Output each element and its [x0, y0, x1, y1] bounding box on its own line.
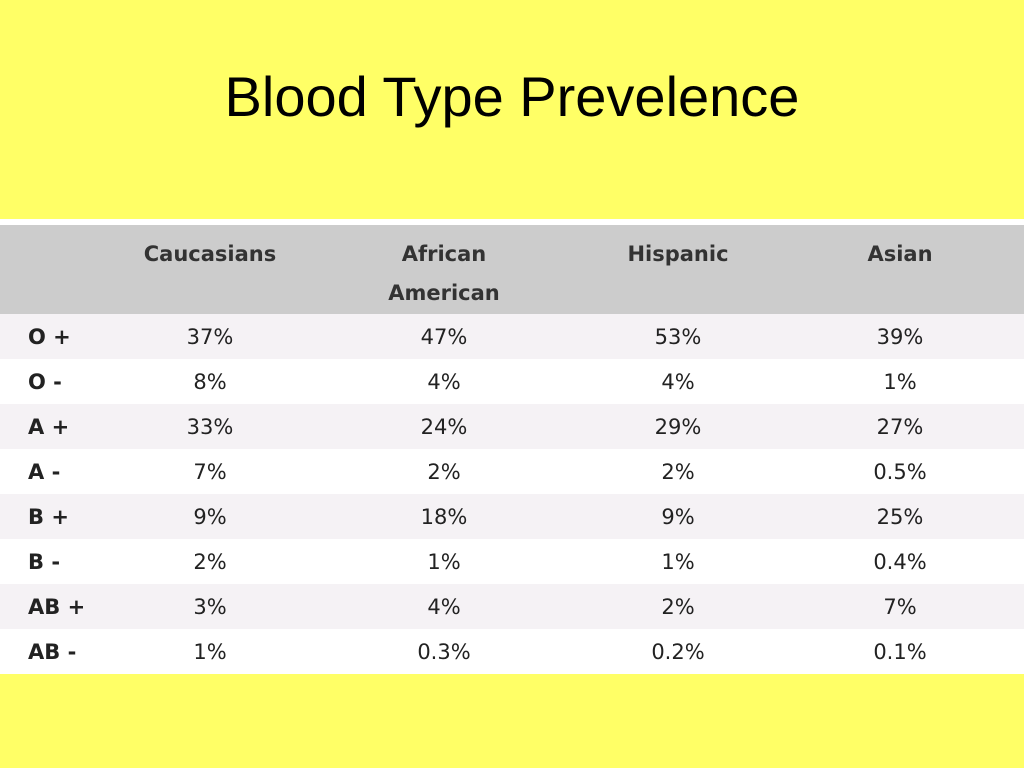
percentage-cell: 0.1% [873, 639, 927, 664]
table-row: A + 33% 24% 29% 27% [0, 404, 1024, 449]
percentage-cell: 2% [661, 594, 695, 619]
blood-type-cell: AB - [28, 639, 77, 664]
table-row: AB - 1% 0.3% 0.2% 0.1% [0, 629, 1024, 674]
slide-title: Blood Type Prevelence [224, 65, 800, 128]
blood-type-cell: A + [28, 414, 70, 439]
percentage-cell: 53% [654, 324, 702, 349]
table-row: B + 9% 18% 9% 25% [0, 494, 1024, 539]
percentage-cell: 37% [186, 324, 234, 349]
table-row: A - 7% 2% 2% 0.5% [0, 449, 1024, 494]
percentage-cell: 9% [193, 504, 227, 529]
percentage-cell: 0.2% [651, 639, 705, 664]
percentage-cell: 39% [876, 324, 924, 349]
header-asian: Asian [867, 242, 933, 266]
percentage-cell: 0.5% [873, 459, 927, 484]
percentage-cell: 1% [661, 549, 695, 574]
percentage-cell: 3% [193, 594, 227, 619]
blood-type-cell: O - [28, 369, 62, 394]
header-hispanic: Hispanic [627, 242, 729, 266]
percentage-cell: 47% [420, 324, 468, 349]
blood-type-table-container: Caucasians African American Hispanic Asi… [0, 219, 1024, 674]
percentage-cell: 8% [193, 369, 227, 394]
table-body: O + 37% 47% 53% 39% O - 8% 4% 4% 1% A + 33% 24% 29% 27… [0, 314, 1024, 674]
percentage-cell: 1% [193, 639, 227, 664]
blood-type-cell: A - [28, 459, 61, 484]
table-header-row: Caucasians African American Hispanic Asi… [0, 225, 1024, 314]
header-african-american-text: African American [388, 242, 500, 305]
table-row: O - 8% 4% 4% 1% [0, 359, 1024, 404]
blood-type-cell: B - [28, 549, 61, 574]
header-blood-type [0, 225, 112, 314]
blood-type-cell: B + [28, 504, 69, 529]
percentage-cell: 4% [661, 369, 695, 394]
percentage-cell: 27% [876, 414, 924, 439]
table-row: O + 37% 47% 53% 39% [0, 314, 1024, 359]
percentage-cell: 0.3% [417, 639, 471, 664]
blood-type-cell: AB + [28, 594, 86, 619]
percentage-cell: 4% [427, 369, 461, 394]
table-row: B - 2% 1% 1% 0.4% [0, 539, 1024, 584]
percentage-cell: 0.4% [873, 549, 927, 574]
percentage-cell: 24% [420, 414, 468, 439]
header-caucasians: Caucasians [143, 242, 277, 266]
percentage-cell: 18% [420, 504, 468, 529]
blood-type-table: Caucasians African American Hispanic Asi… [0, 225, 1024, 674]
percentage-cell: 4% [427, 594, 461, 619]
table-row: AB + 3% 4% 2% 7% [0, 584, 1024, 629]
blood-type-cell: O + [28, 324, 71, 349]
header-african-american: African American [308, 225, 580, 314]
percentage-cell: 2% [193, 549, 227, 574]
percentage-cell: 7% [193, 459, 227, 484]
percentage-cell: 2% [427, 459, 461, 484]
percentage-cell: 7% [883, 594, 917, 619]
percentage-cell: 1% [883, 369, 917, 394]
percentage-cell: 33% [186, 414, 234, 439]
percentage-cell: 1% [427, 549, 461, 574]
percentage-cell: 9% [661, 504, 695, 529]
percentage-cell: 29% [654, 414, 702, 439]
percentage-cell: 25% [876, 504, 924, 529]
percentage-cell: 2% [661, 459, 695, 484]
